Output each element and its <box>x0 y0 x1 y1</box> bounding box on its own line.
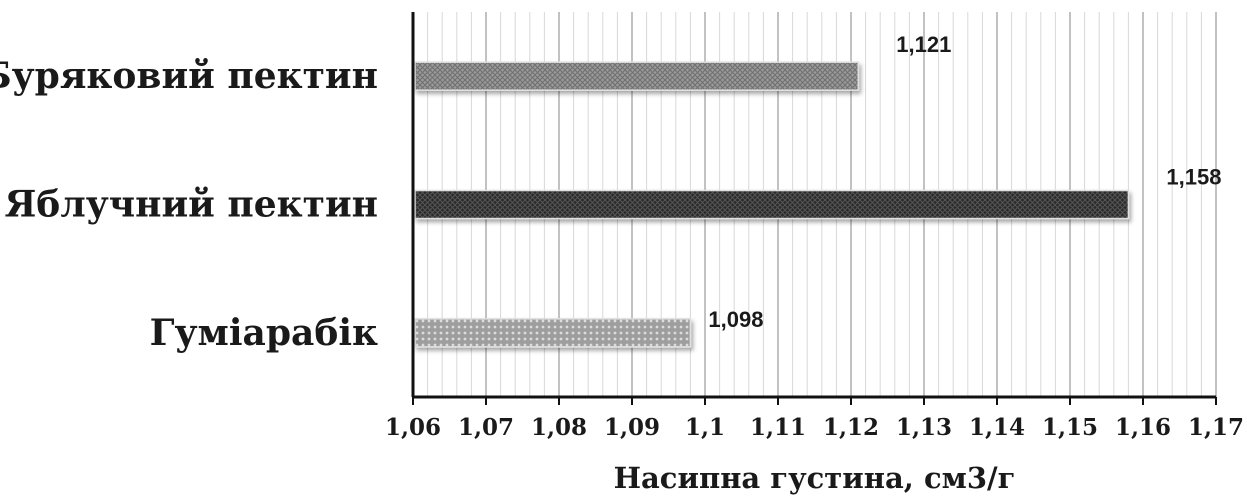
x-tick-label: 1,14 <box>969 414 1025 441</box>
bar <box>414 61 860 91</box>
x-tick-label: 1,15 <box>1042 414 1098 441</box>
x-tick-label: 1,08 <box>531 414 587 441</box>
x-tick-label: 1,07 <box>458 414 514 441</box>
x-tick-labels: 1,06 1,07 1,08 1,09 1,1 1,11 1,12 1,13 1,14 1,15 1… <box>385 397 1244 441</box>
bars <box>414 61 1130 348</box>
category-labels: Буряковий пектин Яблучний пектин Гуміарабі… <box>0 55 378 354</box>
x-tick-label: 1,12 <box>823 414 879 441</box>
x-tick-label: 1,17 <box>1188 414 1244 441</box>
bar <box>414 318 692 348</box>
x-tick-label: 1,1 <box>685 414 725 441</box>
data-labels: 1,121 1,158 1,098 <box>708 32 1221 332</box>
data-label: 1,098 <box>708 307 763 332</box>
bar <box>414 189 1130 220</box>
x-tick-label: 1,06 <box>385 414 441 441</box>
data-label: 1,121 <box>896 32 951 57</box>
x-tick-label: 1,13 <box>896 414 952 441</box>
x-axis-title: Насипна густина, см3/г <box>614 461 1016 495</box>
data-label: 1,158 <box>1166 165 1221 190</box>
category-label: Гуміарабік <box>150 312 378 354</box>
x-tick-label: 1,11 <box>750 414 806 441</box>
category-label: Буряковий пектин <box>0 55 378 97</box>
x-tick-label: 1,16 <box>1115 414 1171 441</box>
x-tick-label: 1,09 <box>604 414 660 441</box>
category-label: Яблучний пектин <box>5 184 378 226</box>
